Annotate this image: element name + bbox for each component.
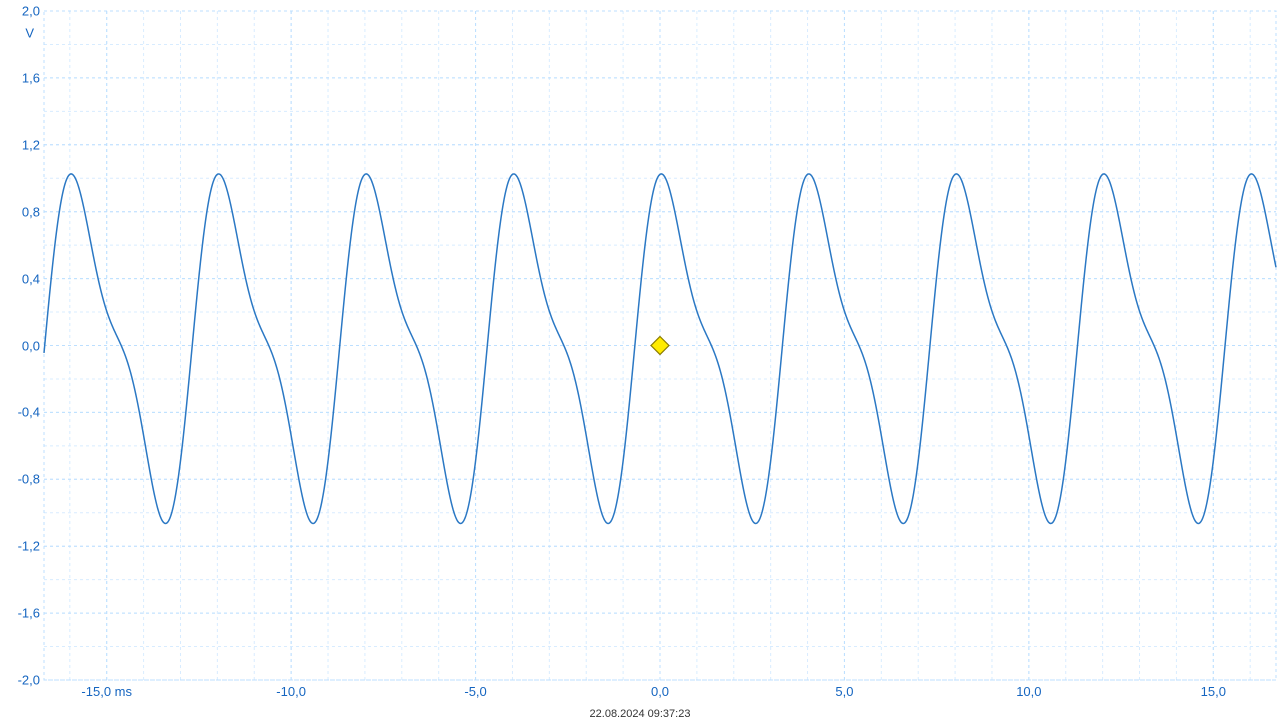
y-tick-label: 1,2 [22,137,40,152]
x-tick-label: 5,0 [835,684,853,699]
y-tick-label: -1,2 [18,539,40,554]
x-tick-label: 10,0 [1016,684,1041,699]
y-tick-label: 0,0 [22,338,40,353]
scope-plot [0,0,1280,720]
y-tick-label: -2,0 [18,673,40,688]
y-unit-label: V [25,26,34,41]
timestamp: 22.08.2024 09:37:23 [0,708,1280,720]
x-tick-label: -15,0 ms [81,684,132,699]
y-tick-label: 0,4 [22,271,40,286]
y-tick-label: 1,6 [22,70,40,85]
y-tick-label: 2,0 [22,4,40,19]
y-tick-label: -0,4 [18,405,40,420]
y-tick-label: -1,6 [18,606,40,621]
x-tick-label: -5,0 [464,684,486,699]
y-tick-label: -0,8 [18,472,40,487]
x-tick-label: 0,0 [651,684,669,699]
x-tick-label: 15,0 [1201,684,1226,699]
y-tick-label: 0,8 [22,204,40,219]
x-tick-label: -10,0 [276,684,306,699]
